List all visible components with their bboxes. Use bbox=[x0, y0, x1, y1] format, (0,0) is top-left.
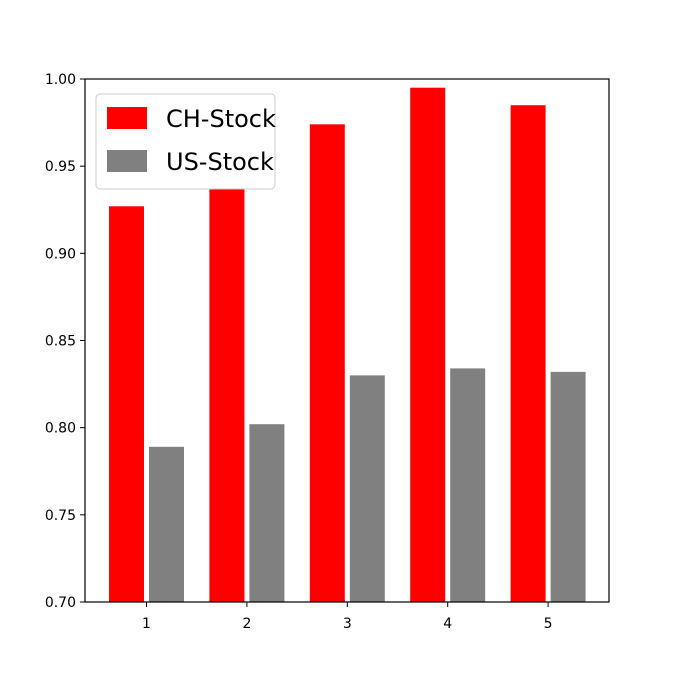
bar-us-stock-3 bbox=[349, 375, 385, 602]
legend-label-us-stock: US-Stock bbox=[166, 148, 274, 176]
x-tick-label: 4 bbox=[443, 616, 452, 632]
legend: CH-Stock US-Stock bbox=[95, 93, 276, 190]
bar-ch-stock-5 bbox=[510, 105, 546, 602]
bar-us-stock-2 bbox=[249, 424, 285, 602]
y-axis: 0.70 0.75 0.80 0.85 0.90 0.95 1.00 bbox=[45, 72, 85, 611]
y-tick-label: 0.90 bbox=[45, 246, 76, 262]
x-tick-label: 1 bbox=[142, 616, 151, 632]
bar-us-stock-1 bbox=[149, 446, 184, 602]
x-tick-label: 5 bbox=[544, 616, 553, 632]
legend-swatch-us-stock bbox=[107, 150, 147, 172]
bar-us-stock-5 bbox=[550, 371, 586, 602]
x-tick-label: 2 bbox=[242, 616, 251, 632]
y-tick-label: 0.75 bbox=[45, 508, 76, 524]
bar-ch-stock-3 bbox=[309, 124, 345, 603]
bar-ch-stock-2 bbox=[209, 188, 245, 603]
legend-label-ch-stock: CH-Stock bbox=[166, 105, 276, 133]
y-tick-label: 0.70 bbox=[45, 595, 76, 611]
bar-us-stock-4 bbox=[450, 368, 486, 602]
y-tick-label: 0.95 bbox=[45, 159, 76, 175]
bars-layer bbox=[109, 87, 586, 603]
y-tick-label: 1.00 bbox=[45, 72, 76, 88]
bar-ch-stock-1 bbox=[109, 206, 144, 603]
x-tick-label: 3 bbox=[343, 616, 352, 632]
x-axis: 1 2 3 4 5 bbox=[142, 602, 553, 632]
bar-ch-stock-4 bbox=[410, 87, 446, 602]
legend-swatch-ch-stock bbox=[107, 107, 147, 129]
y-tick-label: 0.80 bbox=[45, 421, 76, 437]
y-tick-label: 0.85 bbox=[45, 334, 76, 350]
